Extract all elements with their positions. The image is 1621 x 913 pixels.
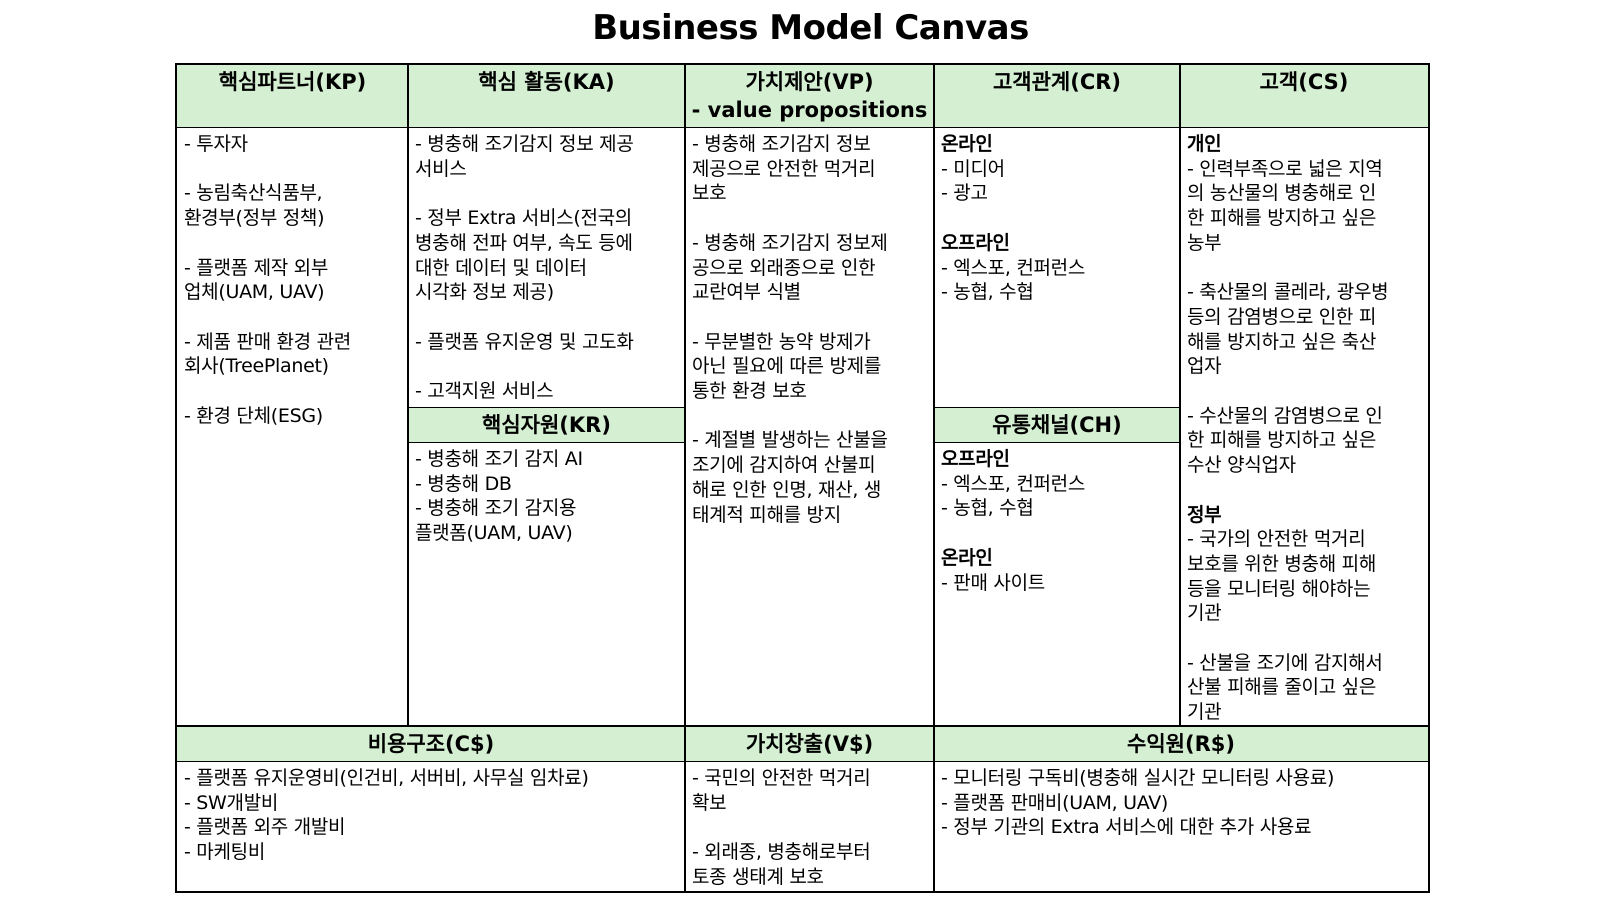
kr-header: 핵심자원(KR): [408, 407, 685, 443]
vp-body: - 병충해 조기감지 정보 제공으로 안전한 먹거리 보호 - 병충해 조기감지…: [692, 133, 888, 526]
divider-vp-cr: [933, 65, 935, 891]
ch-online-list: - 판매 사이트: [941, 571, 1045, 594]
revenue-header: 수익원(R$): [934, 726, 1428, 762]
ch-offline-list: - 엑스포, 컨퍼런스 - 농협, 수협: [941, 472, 1086, 520]
value-creation-header: 가치창출(V$): [685, 726, 934, 762]
cs-individual-list: - 인력부족으로 넓은 지역 의 농산물의 병충해로 인 한 피해를 방지하고 …: [1187, 157, 1389, 477]
cs-government-title: 정부: [1187, 503, 1222, 526]
ch-online-title: 온라인: [941, 546, 993, 569]
cr-offline-list: - 엑스포, 컨퍼런스 - 농협, 수협: [941, 256, 1086, 304]
cr-body: 온라인 - 미디어 - 광고 오프라인 - 엑스포, 컨퍼런스 - 농협, 수협: [934, 128, 1180, 305]
divider-ka-vp: [684, 65, 686, 891]
kp-header: 핵심파트너(KP): [177, 65, 408, 128]
cs-individual-title: 개인: [1187, 133, 1222, 155]
ka-header: 핵심 활동(KA): [408, 65, 685, 128]
divider-kp-ka: [407, 65, 409, 726]
cr-header: 고객관계(CR): [934, 65, 1180, 128]
cr-online-title: 온라인: [941, 133, 993, 155]
vp-header: 가치제안(VP) - value propositions: [685, 65, 934, 128]
cr-offline-title: 오프라인: [941, 231, 1010, 254]
divider-cr-cs: [1179, 65, 1181, 726]
ch-offline-title: 오프라인: [941, 448, 1010, 470]
cr-online-list: - 미디어 - 광고: [941, 157, 1005, 205]
value-creation-body: - 국민의 안전한 먹거리 확보 - 외래종, 병충해로부터 토종 생태계 보호: [692, 767, 871, 888]
cost-header: 비용구조(C$): [177, 726, 685, 762]
ch-body: 오프라인 - 엑스포, 컨퍼런스 - 농협, 수협 온라인 - 판매 사이트: [934, 443, 1180, 595]
kr-body: - 병충해 조기 감지 AI - 병충해 DB - 병충해 조기 감지용 플랫폼…: [415, 448, 583, 545]
revenue-body: - 모니터링 구독비(병충해 실시간 모니터링 사용료) - 플랫폼 판매비(U…: [941, 767, 1335, 839]
cost-body: - 플랫폼 유지운영비(인건비, 서버비, 사무실 임차료) - SW개발비 -…: [184, 767, 589, 864]
cs-government-list: - 국가의 안전한 먹거리 보호를 위한 병충해 피해 등을 모니터링 해야하는…: [1187, 528, 1383, 724]
divider-bottom-row: [177, 725, 1428, 727]
cs-body: 개인 - 인력부족으로 넓은 지역 의 농산물의 병충해로 인 한 피해를 방지…: [1180, 128, 1428, 725]
canvas-table: 핵심파트너(KP) 핵심 활동(KA) 가치제안(VP) - value pro…: [175, 63, 1430, 893]
cs-header: 고객(CS): [1180, 65, 1428, 128]
ch-header: 유통채널(CH): [934, 407, 1180, 443]
kp-body: - 투자자 - 농림축산식품부, 환경부(정부 정책) - 플랫폼 제작 외부 …: [184, 133, 351, 427]
vp-header-title: 가치제안(VP): [745, 70, 874, 94]
page-title: Business Model Canvas: [592, 8, 1029, 48]
vp-header-subtitle: - value propositions: [691, 98, 928, 122]
ka-body: - 병충해 조기감지 정보 제공 서비스 - 정부 Extra 서비스(전국의 …: [415, 133, 634, 403]
